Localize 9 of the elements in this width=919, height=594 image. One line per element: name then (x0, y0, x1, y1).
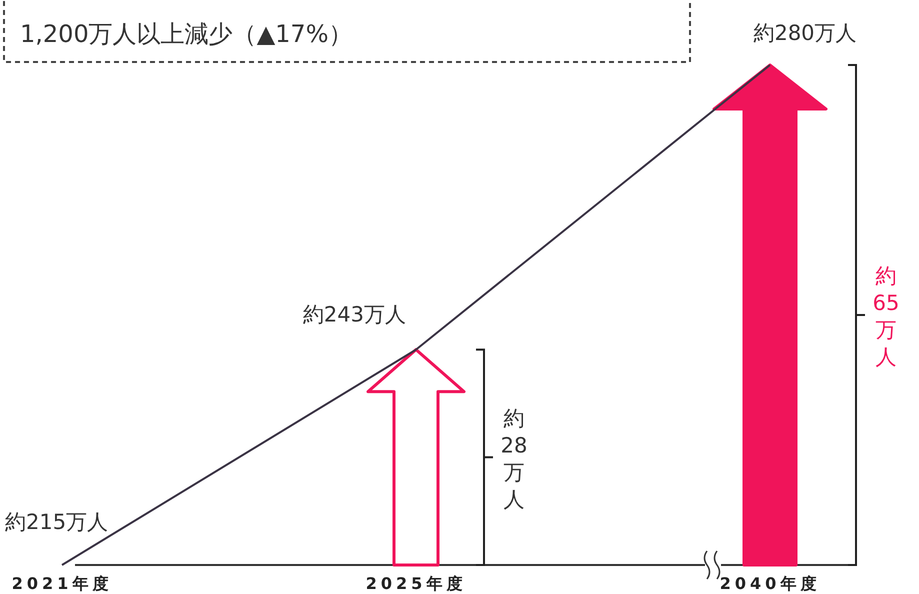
x-tick-label: 2025年度 (366, 574, 466, 593)
x-tick-label: 2021年度 (12, 574, 112, 593)
data-label: 約243万人 (302, 302, 406, 327)
data-label: 約215万人 (5, 510, 108, 534)
text: 1,200万人以上減少（▲17%） (20, 20, 353, 48)
annotation: 約28万人 (500, 406, 528, 512)
x-tick-label: 2040年度 (720, 574, 820, 593)
text: 約65万人 (872, 264, 900, 369)
data-label: 約280万人 (753, 21, 857, 45)
